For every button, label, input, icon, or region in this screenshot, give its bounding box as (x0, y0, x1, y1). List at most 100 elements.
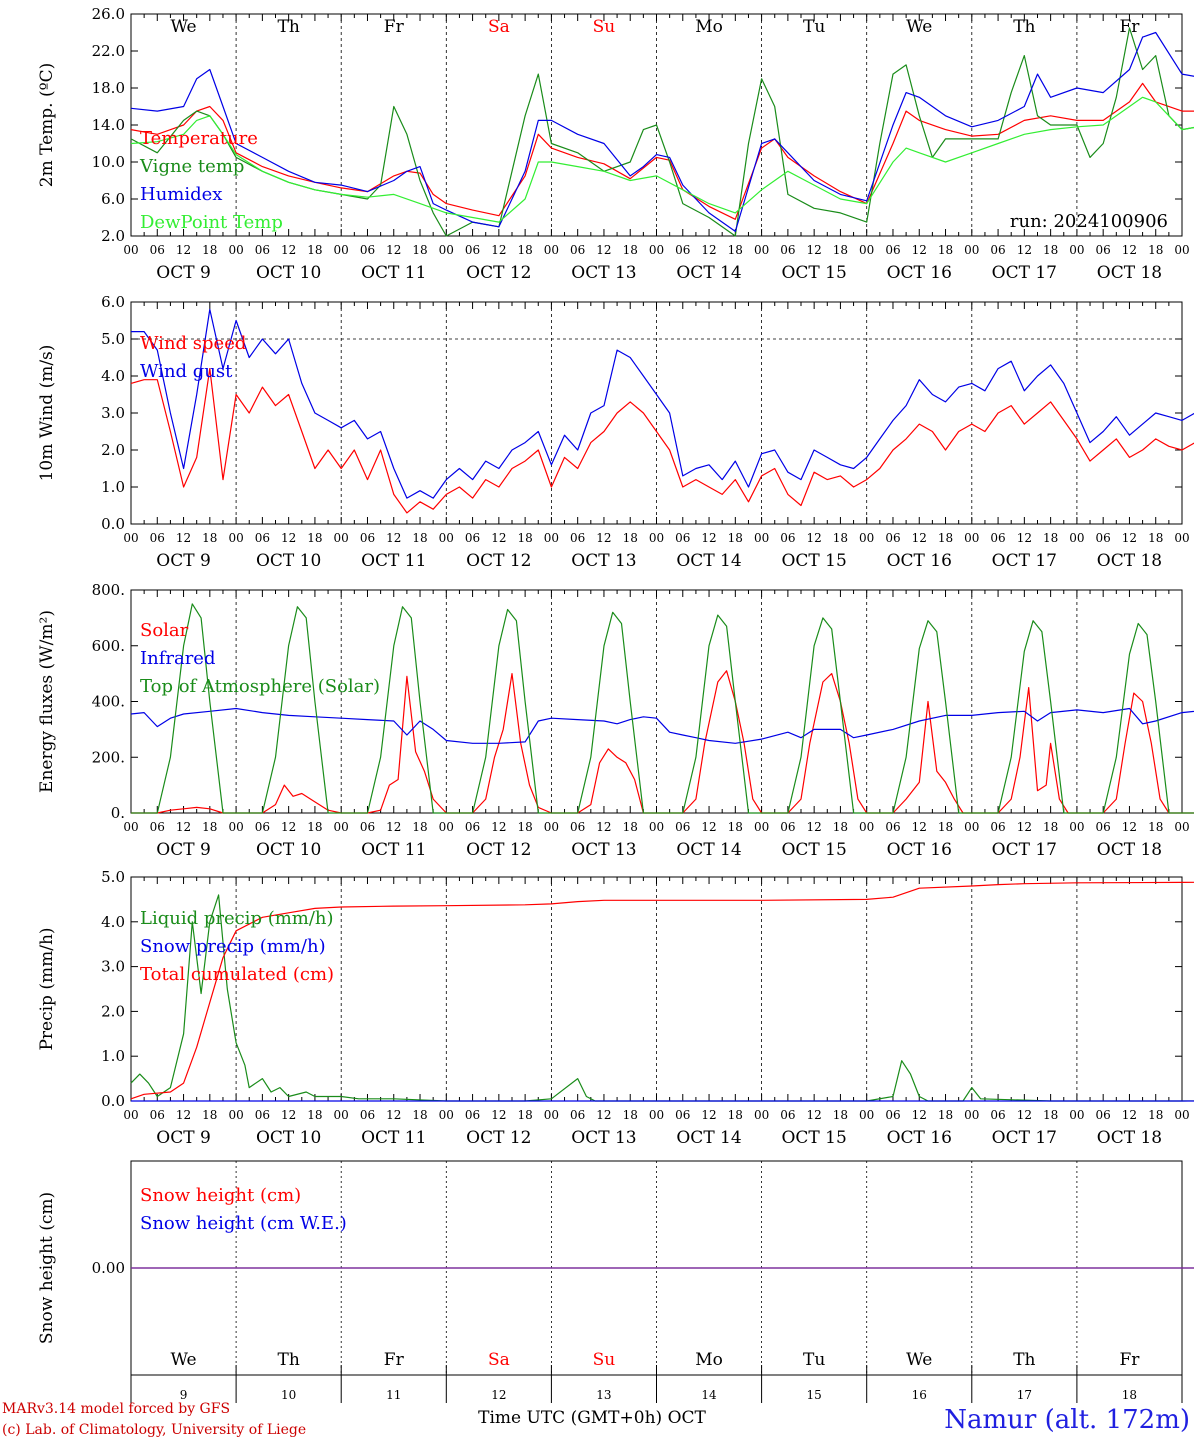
date-label: OCT 17 (992, 263, 1057, 283)
x-tick-label: 12 (1017, 243, 1032, 257)
x-tick-label: 12 (386, 531, 401, 545)
x-tick-label: 00 (1174, 1108, 1189, 1122)
date-label: OCT 18 (1097, 551, 1162, 571)
date-label: OCT 13 (571, 263, 636, 283)
day-label: Th (1013, 17, 1035, 37)
x-tick-label: 18 (1043, 531, 1058, 545)
x-tick-label: 00 (334, 820, 349, 834)
x-tick-label: 06 (885, 1108, 900, 1122)
date-label: OCT 16 (887, 551, 952, 571)
date-label: OCT 10 (256, 840, 321, 860)
x-tick-label: 18 (202, 531, 217, 545)
x-tick-label: 06 (255, 820, 270, 834)
bottom-day-label: Fr (1119, 1350, 1140, 1370)
x-tick-label: 18 (1043, 243, 1058, 257)
x-tick-label: 06 (360, 1108, 375, 1122)
x-tick-label: 06 (465, 820, 480, 834)
date-label: OCT 16 (887, 1128, 952, 1148)
x-tick-label: 00 (859, 1108, 874, 1122)
x-tick-label: 12 (281, 1108, 296, 1122)
day-label: We (906, 17, 932, 37)
date-label: OCT 12 (466, 263, 531, 283)
footer-model: MARv3.14 model forced by GFS (2, 1401, 230, 1417)
series-line (130, 96, 1194, 223)
bottom-day-number: 16 (912, 1388, 927, 1402)
y-tick-label: 1.0 (101, 1047, 125, 1065)
x-tick-label: 00 (964, 820, 979, 834)
x-tick-label: 18 (833, 820, 848, 834)
time-axis-title: Time UTC (GMT+0h) OCT (478, 1408, 706, 1428)
y-tick-label: 0. (111, 804, 125, 822)
x-tick-label: 00 (544, 243, 559, 257)
series-line (130, 82, 1194, 220)
x-tick-label: 06 (780, 531, 795, 545)
x-tick-label: 18 (517, 1108, 532, 1122)
x-tick-label: 00 (859, 531, 874, 545)
x-tick-label: 00 (544, 531, 559, 545)
x-tick-label: 18 (1148, 531, 1163, 545)
x-tick-label: 12 (701, 1108, 716, 1122)
y-tick-label: 0.0 (101, 515, 125, 533)
x-tick-label: 00 (439, 1108, 454, 1122)
x-tick-label: 12 (386, 243, 401, 257)
day-label: Sa (488, 17, 510, 37)
y-axis-title: Snow height (cm) (37, 1192, 57, 1344)
x-tick-label: 06 (1096, 820, 1111, 834)
x-tick-label: 00 (859, 243, 874, 257)
x-tick-label: 06 (465, 1108, 480, 1122)
x-tick-label: 18 (202, 1108, 217, 1122)
x-tick-label: 06 (990, 243, 1005, 257)
date-label: OCT 10 (256, 1128, 321, 1148)
x-tick-label: 00 (754, 1108, 769, 1122)
x-tick-label: 00 (228, 531, 243, 545)
x-tick-label: 12 (912, 531, 927, 545)
x-tick-label: 18 (307, 820, 322, 834)
y-tick-label: 6.0 (101, 190, 125, 208)
bottom-day-label: Sa (488, 1350, 510, 1370)
x-tick-label: 18 (307, 1108, 322, 1122)
y-tick-label: 1.0 (101, 478, 125, 496)
y-tick-label: 0.0 (101, 1092, 125, 1110)
x-tick-label: 06 (255, 1108, 270, 1122)
x-tick-label: 18 (412, 820, 427, 834)
bottom-day-label: We (906, 1350, 932, 1370)
x-tick-label: 18 (728, 820, 743, 834)
x-tick-label: 06 (885, 531, 900, 545)
x-tick-label: 18 (623, 243, 638, 257)
day-label: Tu (803, 17, 825, 37)
date-label: OCT 12 (466, 551, 531, 571)
x-tick-label: 12 (281, 820, 296, 834)
x-tick-label: 18 (307, 531, 322, 545)
x-tick-label: 12 (596, 243, 611, 257)
x-tick-label: 06 (360, 243, 375, 257)
y-tick-label: 4.0 (101, 367, 125, 385)
bottom-day-label: We (170, 1350, 196, 1370)
date-label: OCT 16 (887, 263, 952, 283)
date-label: OCT 17 (992, 1128, 1057, 1148)
legend-entry: Vigne temp (139, 156, 244, 177)
x-tick-label: 12 (701, 243, 716, 257)
y-axis-title: Energy fluxes (W/m²) (37, 610, 57, 793)
y-tick-label: 5.0 (101, 330, 125, 348)
x-tick-label: 06 (150, 243, 165, 257)
date-label: OCT 18 (1097, 263, 1162, 283)
x-tick-label: 12 (1122, 820, 1137, 834)
x-tick-label: 18 (833, 531, 848, 545)
x-tick-label: 00 (649, 531, 664, 545)
legend-entry: Temperature (140, 128, 258, 149)
day-label: Fr (1119, 17, 1140, 37)
x-tick-label: 06 (885, 820, 900, 834)
bottom-day-number: 17 (1017, 1388, 1032, 1402)
bottom-day-label: Su (593, 1350, 616, 1370)
x-tick-label: 18 (728, 1108, 743, 1122)
x-tick-label: 18 (833, 243, 848, 257)
x-tick-label: 06 (1096, 531, 1111, 545)
y-tick-label: 2.0 (101, 227, 125, 245)
x-tick-label: 06 (780, 820, 795, 834)
snow-height-panel: 0.00 Snow height (cm) Snow height (cm) Snow… (37, 1160, 1194, 1376)
legend-entry: Total cumulated (cm) (140, 964, 334, 985)
x-tick-label: 00 (1174, 243, 1189, 257)
x-tick-label: 00 (859, 820, 874, 834)
y-axis-title: 2m Temp. (ºC) (37, 63, 57, 188)
x-tick-label: 18 (1148, 820, 1163, 834)
